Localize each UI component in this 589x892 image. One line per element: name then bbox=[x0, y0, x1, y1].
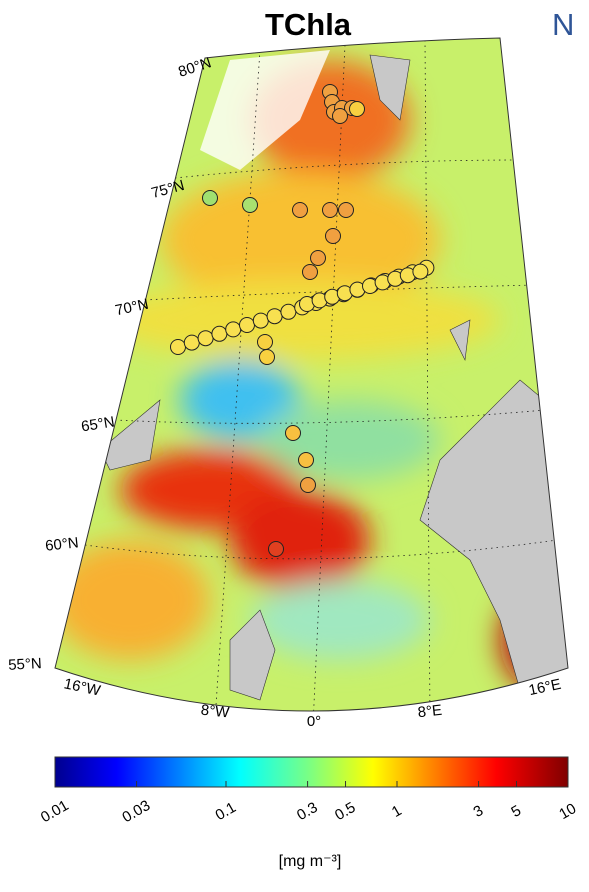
map-area bbox=[40, 30, 580, 760]
station bbox=[339, 203, 354, 218]
colorbar-label: [mg m⁻³] bbox=[279, 853, 342, 870]
station bbox=[203, 191, 218, 206]
station bbox=[198, 331, 213, 346]
station bbox=[171, 340, 186, 355]
colorbar-tick-label: 10 bbox=[556, 800, 579, 823]
station bbox=[269, 542, 284, 557]
station bbox=[184, 335, 199, 350]
title: TChla bbox=[265, 7, 352, 42]
station bbox=[253, 313, 268, 328]
station bbox=[299, 453, 314, 468]
station bbox=[212, 326, 227, 341]
station bbox=[413, 264, 428, 279]
colorbar-tick-label: 3 bbox=[470, 802, 486, 821]
station bbox=[267, 309, 282, 324]
station bbox=[243, 198, 258, 213]
longitude-label: 0° bbox=[307, 713, 321, 730]
latitude-label: 60°N bbox=[44, 534, 79, 554]
colorbar-tick-label: 1 bbox=[389, 802, 405, 821]
colorbar-tick-label: 0.03 bbox=[119, 797, 153, 826]
station bbox=[350, 102, 365, 117]
longitude-label: 8°W bbox=[200, 702, 231, 722]
station bbox=[281, 304, 296, 319]
station bbox=[311, 251, 326, 266]
longitude-label: 8°E bbox=[417, 702, 443, 721]
station bbox=[323, 203, 338, 218]
station bbox=[240, 318, 255, 333]
colorbar-tick-label: 0.1 bbox=[212, 799, 239, 824]
station bbox=[293, 203, 308, 218]
station bbox=[303, 265, 318, 280]
station bbox=[286, 426, 301, 441]
latitude-label: 65°N bbox=[80, 413, 116, 435]
colorbar-tick-label: 0.3 bbox=[294, 799, 321, 824]
station bbox=[258, 335, 273, 350]
colorbar-ticks: 0.01 0.03 0.1 0.3 0.5 1 3 5 10 bbox=[38, 781, 579, 826]
station bbox=[326, 229, 341, 244]
station bbox=[333, 109, 348, 124]
station bbox=[260, 350, 275, 365]
colorbar-tick-label: 0.5 bbox=[332, 799, 359, 824]
panel-letter: N bbox=[552, 7, 574, 42]
station bbox=[301, 478, 316, 493]
colorbar-tick-label: 0.01 bbox=[38, 797, 72, 826]
station bbox=[226, 322, 241, 337]
colorbar-tick-label: 5 bbox=[508, 802, 524, 821]
latitude-label: 55°N bbox=[8, 655, 42, 674]
colorbar bbox=[55, 757, 568, 787]
map-figure: TChla N 80°N75°N70°N65°N60°N55°N 16° bbox=[0, 0, 589, 887]
